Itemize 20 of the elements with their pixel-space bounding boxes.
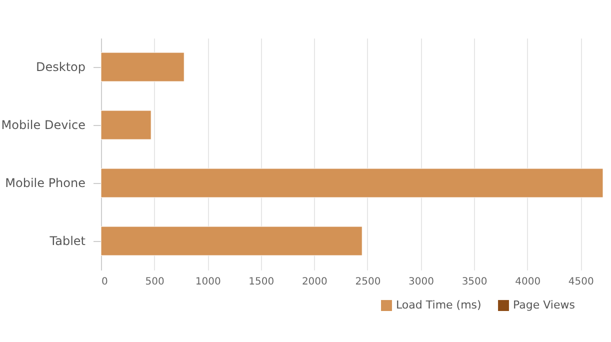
bar [100,226,362,256]
y-tick-label: Mobile Phone [5,176,86,190]
x-tick-label: 3000 [408,276,434,288]
legend-label: Load Time (ms) [396,298,482,312]
legend-label: Page Views [513,298,576,312]
x-tick-label: 3500 [462,276,488,288]
x-tick-label: 500 [145,276,164,288]
x-tick-label: 0 [102,276,108,288]
bar [100,52,184,82]
y-tick-label: Mobile Device [1,118,86,132]
bar [100,168,604,198]
x-tick-label: 2500 [355,276,381,288]
x-tick-label: 2000 [302,276,328,288]
y-tick-label: Tablet [48,234,86,248]
y-tick-label: Desktop [36,60,86,74]
x-tick-label: 4500 [568,276,594,288]
bar [100,110,152,140]
x-tick-label: 4000 [515,276,541,288]
x-tick-label: 1000 [195,276,221,288]
x-tick-label: 1500 [248,276,274,288]
